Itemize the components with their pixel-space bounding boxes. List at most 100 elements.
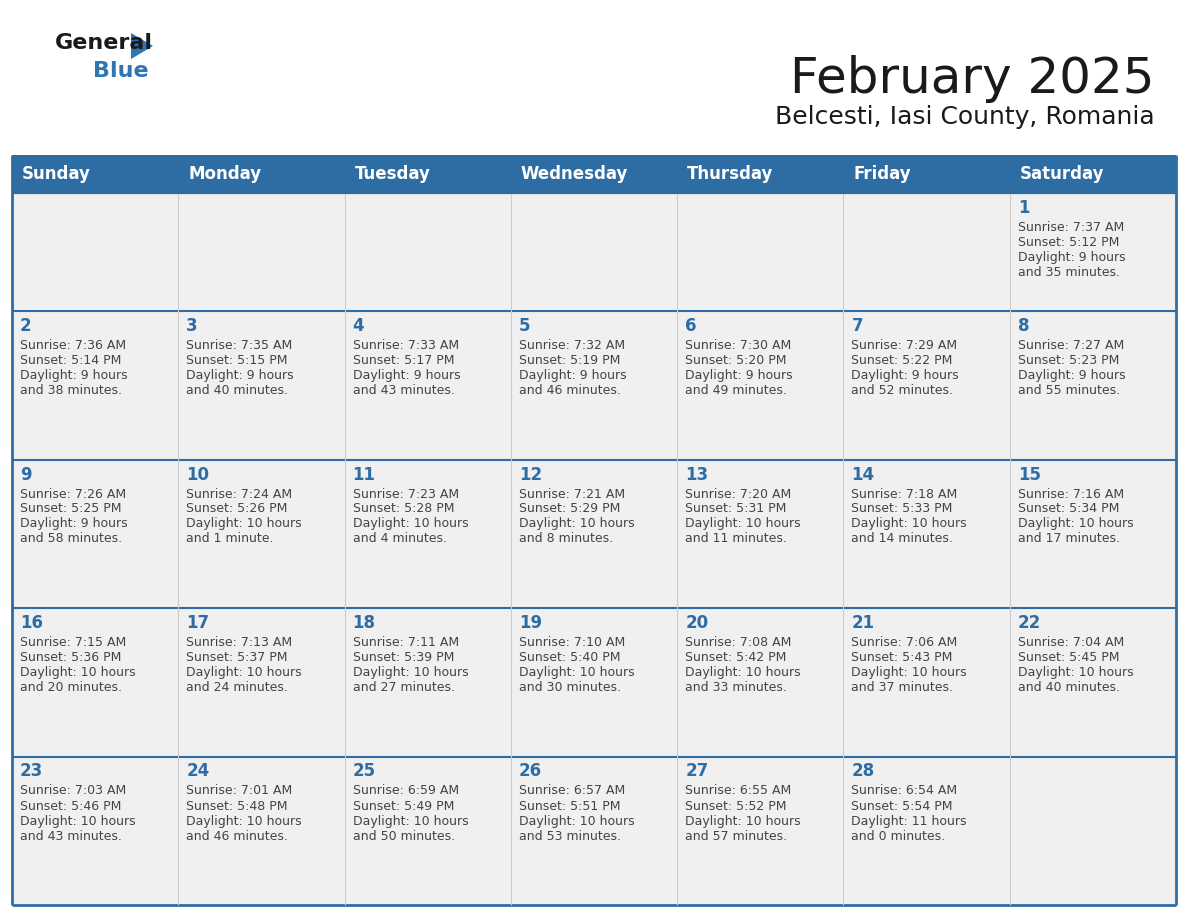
Text: and 40 minutes.: and 40 minutes.: [1018, 681, 1120, 694]
Text: 27: 27: [685, 763, 708, 780]
Text: and 20 minutes.: and 20 minutes.: [20, 681, 122, 694]
Text: and 46 minutes.: and 46 minutes.: [187, 830, 289, 843]
Text: Sunset: 5:17 PM: Sunset: 5:17 PM: [353, 354, 454, 367]
Text: 26: 26: [519, 763, 542, 780]
Text: Daylight: 10 hours: Daylight: 10 hours: [685, 814, 801, 827]
Text: Sunrise: 7:37 AM: Sunrise: 7:37 AM: [1018, 221, 1124, 234]
Text: 28: 28: [852, 763, 874, 780]
Text: Sunrise: 7:26 AM: Sunrise: 7:26 AM: [20, 487, 126, 500]
Bar: [12, 193, 1176, 311]
Bar: [12, 608, 1176, 756]
Text: Sunset: 5:51 PM: Sunset: 5:51 PM: [519, 800, 620, 812]
Text: Daylight: 9 hours: Daylight: 9 hours: [1018, 251, 1125, 264]
Text: Tuesday: Tuesday: [354, 165, 430, 183]
Text: Sunrise: 6:54 AM: Sunrise: 6:54 AM: [852, 785, 958, 798]
Text: 23: 23: [20, 763, 43, 780]
Text: and 43 minutes.: and 43 minutes.: [20, 830, 122, 843]
Text: and 49 minutes.: and 49 minutes.: [685, 384, 786, 397]
Text: Daylight: 10 hours: Daylight: 10 hours: [20, 666, 135, 679]
Text: 3: 3: [187, 317, 198, 335]
Text: and 24 minutes.: and 24 minutes.: [187, 681, 289, 694]
Text: Sunrise: 7:24 AM: Sunrise: 7:24 AM: [187, 487, 292, 500]
Text: and 53 minutes.: and 53 minutes.: [519, 830, 621, 843]
Text: Daylight: 10 hours: Daylight: 10 hours: [519, 666, 634, 679]
Text: Sunset: 5:39 PM: Sunset: 5:39 PM: [353, 651, 454, 664]
Text: Daylight: 10 hours: Daylight: 10 hours: [353, 666, 468, 679]
Text: 2: 2: [20, 317, 32, 335]
Text: Sunrise: 7:30 AM: Sunrise: 7:30 AM: [685, 339, 791, 352]
Text: 13: 13: [685, 465, 708, 484]
Text: 8: 8: [1018, 317, 1029, 335]
Text: 18: 18: [353, 614, 375, 632]
Text: and 43 minutes.: and 43 minutes.: [353, 384, 455, 397]
Text: Sunrise: 7:10 AM: Sunrise: 7:10 AM: [519, 636, 625, 649]
Text: Sunset: 5:20 PM: Sunset: 5:20 PM: [685, 354, 786, 367]
Text: Daylight: 10 hours: Daylight: 10 hours: [1018, 518, 1133, 531]
Text: Daylight: 10 hours: Daylight: 10 hours: [852, 518, 967, 531]
Text: Daylight: 10 hours: Daylight: 10 hours: [20, 814, 135, 827]
Text: Sunrise: 6:57 AM: Sunrise: 6:57 AM: [519, 785, 625, 798]
Text: and 35 minutes.: and 35 minutes.: [1018, 266, 1120, 279]
Text: Daylight: 9 hours: Daylight: 9 hours: [187, 369, 293, 382]
Text: 9: 9: [20, 465, 32, 484]
Text: and 57 minutes.: and 57 minutes.: [685, 830, 788, 843]
Text: Daylight: 9 hours: Daylight: 9 hours: [1018, 369, 1125, 382]
Text: Daylight: 10 hours: Daylight: 10 hours: [519, 814, 634, 827]
Text: 19: 19: [519, 614, 542, 632]
Text: 10: 10: [187, 465, 209, 484]
Text: Sunset: 5:34 PM: Sunset: 5:34 PM: [1018, 502, 1119, 516]
Text: Sunrise: 7:03 AM: Sunrise: 7:03 AM: [20, 785, 126, 798]
Text: Sunset: 5:19 PM: Sunset: 5:19 PM: [519, 354, 620, 367]
Text: Sunrise: 7:35 AM: Sunrise: 7:35 AM: [187, 339, 292, 352]
Text: Daylight: 9 hours: Daylight: 9 hours: [685, 369, 792, 382]
Text: 22: 22: [1018, 614, 1041, 632]
Text: Sunrise: 7:16 AM: Sunrise: 7:16 AM: [1018, 487, 1124, 500]
Text: 24: 24: [187, 763, 209, 780]
Text: Daylight: 10 hours: Daylight: 10 hours: [852, 666, 967, 679]
Text: Saturday: Saturday: [1019, 165, 1104, 183]
Text: Sunset: 5:22 PM: Sunset: 5:22 PM: [852, 354, 953, 367]
Text: Sunset: 5:31 PM: Sunset: 5:31 PM: [685, 502, 786, 516]
Text: and 4 minutes.: and 4 minutes.: [353, 532, 447, 545]
Text: Sunset: 5:52 PM: Sunset: 5:52 PM: [685, 800, 786, 812]
Text: Sunset: 5:14 PM: Sunset: 5:14 PM: [20, 354, 121, 367]
Text: Sunset: 5:26 PM: Sunset: 5:26 PM: [187, 502, 287, 516]
Text: Sunrise: 7:08 AM: Sunrise: 7:08 AM: [685, 636, 791, 649]
Text: Sunset: 5:46 PM: Sunset: 5:46 PM: [20, 800, 121, 812]
Text: Sunset: 5:43 PM: Sunset: 5:43 PM: [852, 651, 953, 664]
Text: 21: 21: [852, 614, 874, 632]
Text: Sunrise: 6:55 AM: Sunrise: 6:55 AM: [685, 785, 791, 798]
Bar: [12, 155, 1176, 193]
Text: Sunrise: 7:23 AM: Sunrise: 7:23 AM: [353, 487, 459, 500]
Text: Sunset: 5:29 PM: Sunset: 5:29 PM: [519, 502, 620, 516]
Text: Daylight: 10 hours: Daylight: 10 hours: [187, 518, 302, 531]
Text: Sunrise: 7:27 AM: Sunrise: 7:27 AM: [1018, 339, 1124, 352]
Text: February 2025: February 2025: [790, 55, 1155, 103]
Text: and 0 minutes.: and 0 minutes.: [852, 830, 946, 843]
Text: Sunday: Sunday: [23, 165, 90, 183]
Text: Daylight: 10 hours: Daylight: 10 hours: [353, 518, 468, 531]
Text: and 40 minutes.: and 40 minutes.: [187, 384, 289, 397]
Text: Sunset: 5:42 PM: Sunset: 5:42 PM: [685, 651, 786, 664]
Text: Sunrise: 6:59 AM: Sunrise: 6:59 AM: [353, 785, 459, 798]
Text: General: General: [55, 33, 153, 53]
Text: 15: 15: [1018, 465, 1041, 484]
Text: 20: 20: [685, 614, 708, 632]
Text: and 11 minutes.: and 11 minutes.: [685, 532, 786, 545]
Text: Monday: Monday: [188, 165, 261, 183]
Text: Daylight: 9 hours: Daylight: 9 hours: [353, 369, 460, 382]
Text: Sunset: 5:25 PM: Sunset: 5:25 PM: [20, 502, 121, 516]
Text: Sunrise: 7:06 AM: Sunrise: 7:06 AM: [852, 636, 958, 649]
Text: Daylight: 10 hours: Daylight: 10 hours: [187, 666, 302, 679]
Text: and 17 minutes.: and 17 minutes.: [1018, 532, 1120, 545]
Polygon shape: [131, 33, 153, 59]
Text: and 58 minutes.: and 58 minutes.: [20, 532, 122, 545]
Text: Wednesday: Wednesday: [520, 165, 628, 183]
Text: and 1 minute.: and 1 minute.: [187, 532, 273, 545]
Text: Sunset: 5:36 PM: Sunset: 5:36 PM: [20, 651, 121, 664]
Text: Sunrise: 7:32 AM: Sunrise: 7:32 AM: [519, 339, 625, 352]
Text: 1: 1: [1018, 199, 1029, 217]
Text: 4: 4: [353, 317, 365, 335]
Text: Sunset: 5:54 PM: Sunset: 5:54 PM: [852, 800, 953, 812]
Text: Sunrise: 7:13 AM: Sunrise: 7:13 AM: [187, 636, 292, 649]
